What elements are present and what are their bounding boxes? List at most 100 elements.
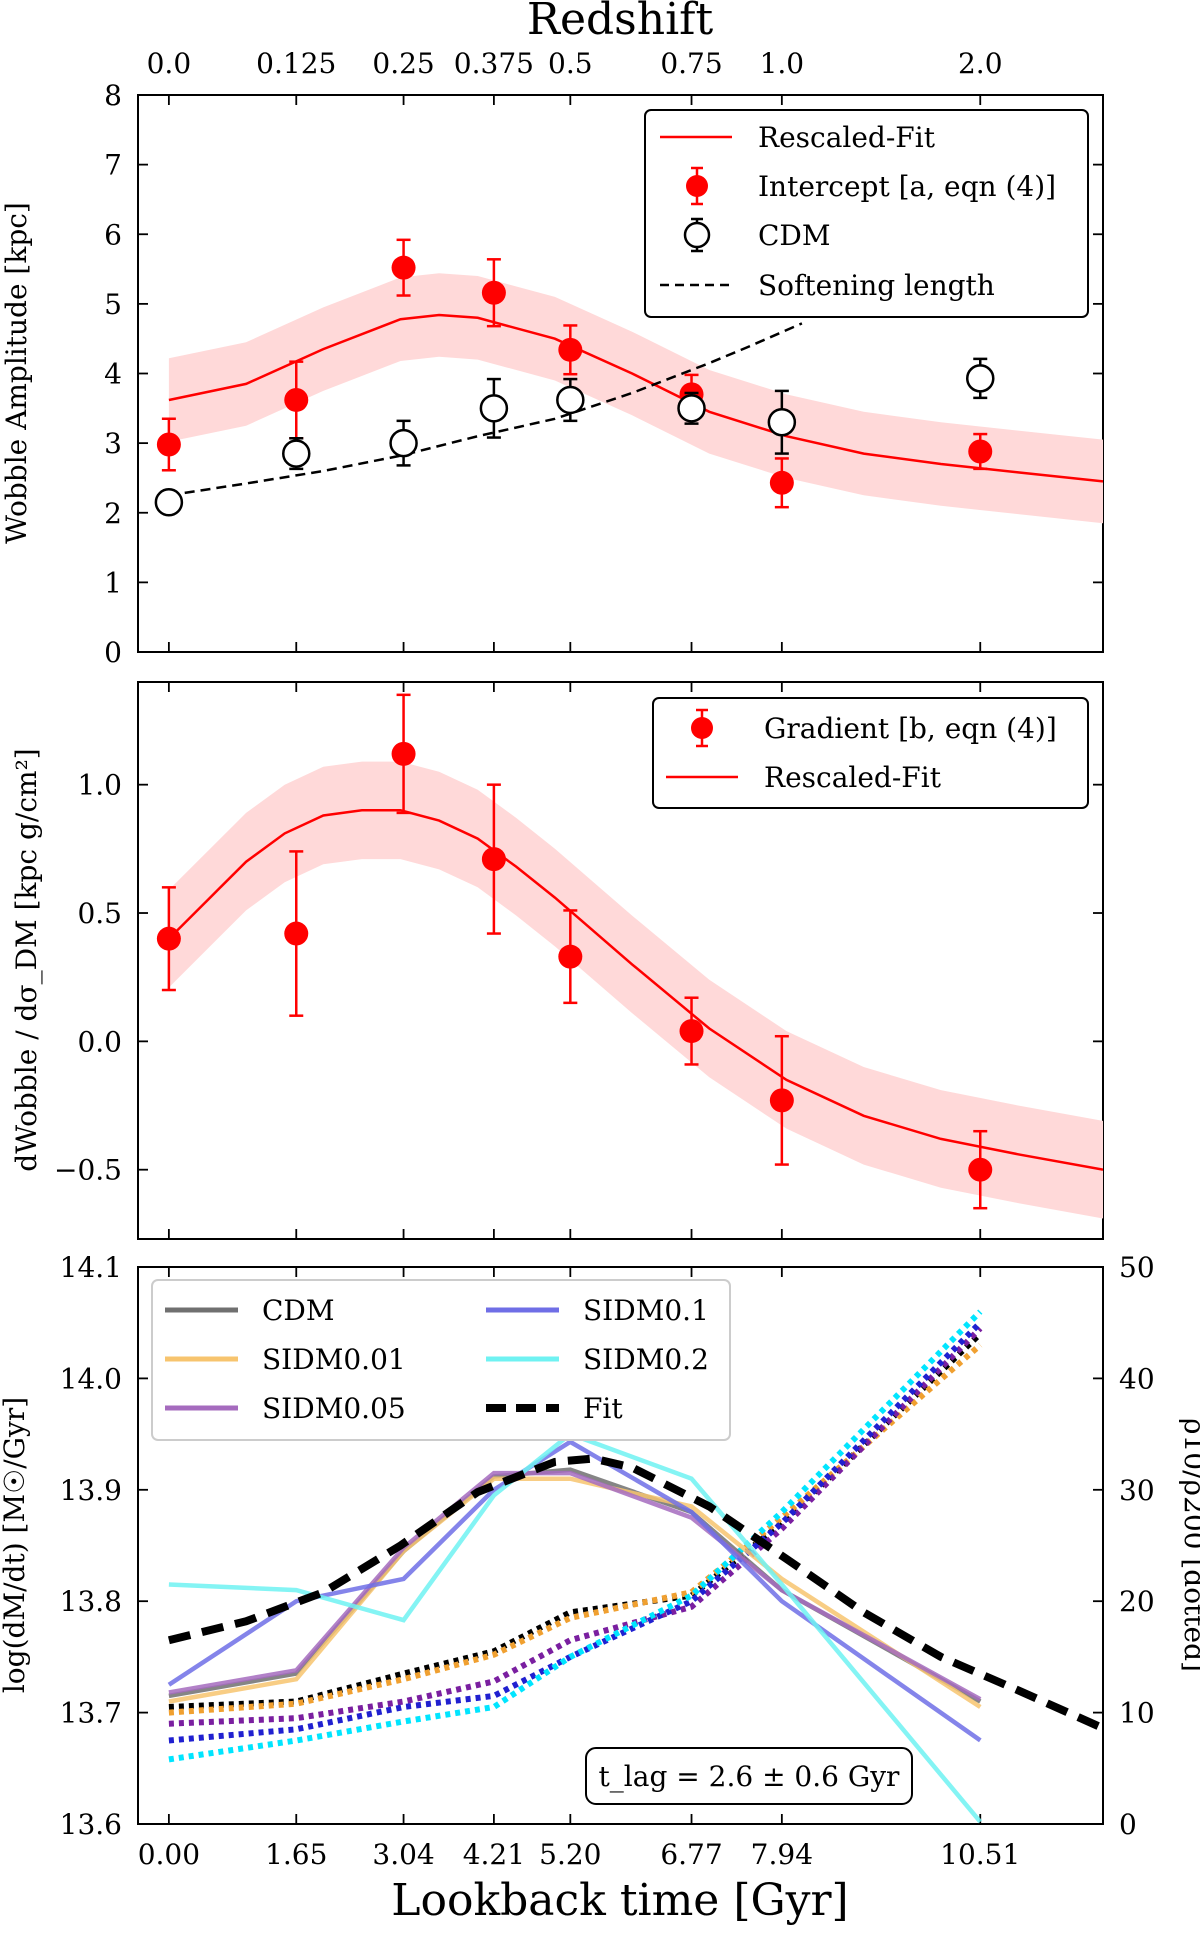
rho-dotted-cdm bbox=[168, 1331, 983, 1710]
panel2-frame bbox=[137, 681, 1104, 1240]
xtick-label: 0.00 bbox=[138, 1838, 200, 1871]
fit-dashed-line bbox=[167, 1454, 1103, 1732]
legend-intercept-label: Intercept [a, eqn (4)] bbox=[758, 170, 1056, 203]
legend-fit3-label: Fit bbox=[583, 1392, 623, 1425]
gradient-point-marker bbox=[481, 847, 506, 872]
xtick-label: 7.94 bbox=[751, 1838, 813, 1871]
intercept-point-marker bbox=[391, 255, 416, 280]
xtick-label: 10.51 bbox=[940, 1838, 1020, 1871]
intercept-point-marker bbox=[156, 432, 181, 457]
ytick-label: 7 bbox=[104, 149, 122, 182]
legend-sidm02-label: SIDM0.2 bbox=[583, 1343, 709, 1376]
accretion-line-sidm0.05 bbox=[168, 1470, 982, 1702]
softening-length-line bbox=[168, 322, 803, 497]
redshift-tick-label: 1.0 bbox=[760, 47, 805, 80]
intercept-point-marker bbox=[558, 337, 583, 362]
cdm-point-marker bbox=[556, 385, 585, 415]
gradient-point-marker bbox=[391, 741, 416, 766]
annotation-box bbox=[585, 1747, 913, 1805]
panel3-ticks: 0.00 1.65 3.04 4.21 5.20 6.77 7.94 10.51 13.6 13.… bbox=[60, 1251, 1155, 1871]
panel1-plot bbox=[154, 238, 1103, 524]
xtick-label: 5.20 bbox=[539, 1838, 601, 1871]
y2tick-label: 30 bbox=[1119, 1474, 1155, 1507]
legend-box bbox=[644, 109, 1089, 318]
panel2-legend: Gradient [b, eqn (4)] Rescaled-Fit bbox=[652, 697, 1089, 809]
legend-box bbox=[151, 1279, 731, 1441]
ytick-label: 8 bbox=[104, 79, 122, 112]
xtick-label: 4.21 bbox=[463, 1838, 525, 1871]
ytick-label: 0.5 bbox=[77, 897, 122, 930]
panel3-y2label: ρ10/ρ200 [dotted] bbox=[1178, 1418, 1200, 1672]
cdm-point-marker bbox=[767, 407, 797, 437]
cdm-point-marker bbox=[677, 394, 706, 423]
xtick-label: 6.77 bbox=[660, 1838, 722, 1871]
legend-sidm005-label: SIDM0.05 bbox=[262, 1392, 406, 1425]
gradient-point-marker bbox=[558, 944, 583, 969]
ytick-label: 6 bbox=[104, 218, 122, 251]
cdm-point-marker bbox=[282, 439, 311, 468]
panel1-ticks: 0.0 0.125 0.25 0.375 0.5 0.75 1.0 2.0 0 1 2 3 4 5 6 7 8 bbox=[104, 47, 1103, 669]
intercept-point-marker bbox=[481, 280, 506, 305]
ytick-label: 13.8 bbox=[60, 1585, 122, 1618]
ytick-label: 4 bbox=[104, 358, 122, 391]
legend-softening-label: Softening length bbox=[758, 269, 995, 302]
cdm-point-marker bbox=[966, 364, 995, 393]
cdm-point-marker bbox=[154, 488, 184, 517]
top-axis-title: Redshift bbox=[527, 0, 714, 45]
tlag-annotation: t_lag = 2.6 ± 0.6 Gyr bbox=[585, 1747, 913, 1805]
accretion-line-cdm bbox=[168, 1467, 982, 1704]
panel3-legend: CDM SIDM0.01 SIDM0.05 SIDM0.1 SIDM0.2 Fi… bbox=[151, 1279, 731, 1441]
ytick-label: −0.5 bbox=[54, 1154, 122, 1187]
ytick-label: 14.0 bbox=[60, 1362, 122, 1395]
gradient-point-marker bbox=[156, 926, 181, 951]
rho-dotted-sidm0.2 bbox=[168, 1309, 983, 1763]
xtick-label: 1.65 bbox=[265, 1838, 327, 1871]
cdm-point-marker bbox=[389, 428, 418, 458]
legend-cdm-marker bbox=[683, 221, 711, 249]
panel2-ylabel: dWobble / dσ_DM [kpc g/cm²] bbox=[10, 748, 43, 1171]
redshift-tick-label: 0.0 bbox=[147, 47, 192, 80]
ytick-label: 13.9 bbox=[60, 1474, 122, 1507]
redshift-tick-label: 0.25 bbox=[372, 47, 434, 80]
ytick-label: 1 bbox=[104, 566, 122, 599]
rescaled-fit-line bbox=[168, 313, 1103, 483]
legend-cdm-label: CDM bbox=[758, 219, 831, 252]
y2tick-label: 20 bbox=[1119, 1585, 1155, 1618]
gradient-point-marker bbox=[769, 1088, 794, 1113]
redshift-tick-label: 2.0 bbox=[958, 47, 1003, 80]
ytick-label: 14.1 bbox=[60, 1251, 122, 1284]
redshift-tick-label: 0.375 bbox=[454, 47, 534, 80]
legend-sidm001-label: SIDM0.01 bbox=[262, 1343, 406, 1376]
ytick-label: 5 bbox=[104, 288, 122, 321]
legend-box bbox=[652, 697, 1089, 809]
x-axis-title: Lookback time [Gyr] bbox=[391, 1875, 848, 1926]
y2tick-label: 10 bbox=[1119, 1697, 1155, 1730]
rho-dotted-sidm0.01 bbox=[168, 1342, 983, 1716]
ytick-label: 3 bbox=[104, 427, 122, 460]
panel3-plot bbox=[167, 1309, 1103, 1824]
legend-gradient-label: Gradient [b, eqn (4)] bbox=[764, 712, 1057, 745]
gradient-point-marker bbox=[968, 1157, 993, 1182]
ytick-label: 13.7 bbox=[60, 1697, 122, 1730]
panel3-frame bbox=[137, 1266, 1104, 1825]
ytick-label: 2 bbox=[104, 497, 122, 530]
cdm-point-marker bbox=[479, 394, 509, 423]
legend-intercept-marker bbox=[686, 175, 708, 197]
ytick-label: 13.6 bbox=[60, 1808, 122, 1841]
intercept-point-marker bbox=[968, 439, 993, 464]
legend-cdm-label: CDM bbox=[262, 1294, 335, 1327]
panel1-legend: Rescaled-Fit Intercept [a, eqn (4)] CDM … bbox=[644, 109, 1089, 318]
redshift-tick-label: 0.75 bbox=[660, 47, 722, 80]
y2tick-label: 0 bbox=[1119, 1808, 1137, 1841]
fit-confidence-band bbox=[168, 761, 1103, 1219]
panel2-plot bbox=[156, 693, 1103, 1219]
intercept-point-marker bbox=[769, 470, 794, 495]
legend-fit-label: Rescaled-Fit bbox=[758, 121, 936, 154]
intercept-point-marker bbox=[284, 387, 309, 412]
redshift-tick-label: 0.5 bbox=[548, 47, 593, 80]
fit-confidence-band bbox=[168, 273, 1103, 524]
gradient-point-marker bbox=[679, 1019, 704, 1044]
legend-fit2-label: Rescaled-Fit bbox=[764, 761, 942, 794]
y2tick-label: 50 bbox=[1119, 1251, 1155, 1284]
